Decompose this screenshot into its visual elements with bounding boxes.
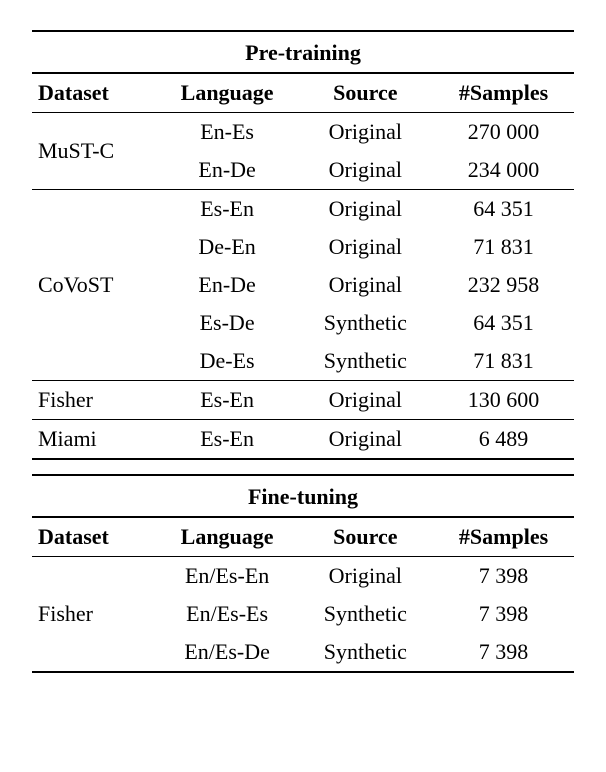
samples-cell: 7 398: [433, 633, 574, 672]
language-cell: Es-De: [157, 304, 298, 342]
table-row: MuST-C En-Es Original 270 000: [32, 113, 574, 152]
header-source: Source: [298, 73, 434, 113]
samples-cell: 64 351: [433, 190, 574, 229]
language-cell: De-Es: [157, 342, 298, 381]
language-cell: Es-En: [157, 381, 298, 420]
dataset-cell-mustc: MuST-C: [32, 113, 157, 190]
source-cell: Original: [298, 190, 434, 229]
source-cell: Synthetic: [298, 595, 434, 633]
header-dataset: Dataset: [32, 73, 157, 113]
samples-cell: 7 398: [433, 595, 574, 633]
language-cell: En-De: [157, 266, 298, 304]
header-samples: #Samples: [433, 73, 574, 113]
dataset-cell-miami: Miami: [32, 420, 157, 460]
samples-cell: 71 831: [433, 228, 574, 266]
header-samples: #Samples: [433, 517, 574, 557]
source-cell: Original: [298, 557, 434, 596]
table-row: Miami Es-En Original 6 489: [32, 420, 574, 460]
section-title-pretraining: Pre-training: [32, 31, 574, 73]
page-container: Pre-training Dataset Language Source #Sa…: [0, 0, 606, 772]
section-title-finetuning: Fine-tuning: [32, 475, 574, 517]
source-cell: Original: [298, 420, 434, 460]
samples-cell: 7 398: [433, 557, 574, 596]
source-cell: Synthetic: [298, 342, 434, 381]
language-cell: En/Es-Es: [157, 595, 298, 633]
table-row: Fisher En/Es-En Original 7 398: [32, 557, 574, 596]
source-cell: Original: [298, 228, 434, 266]
dataset-cell-fisher-ft: Fisher: [32, 557, 157, 673]
samples-cell: 64 351: [433, 304, 574, 342]
source-cell: Original: [298, 151, 434, 190]
header-source: Source: [298, 517, 434, 557]
dataset-cell-fisher: Fisher: [32, 381, 157, 420]
source-cell: Synthetic: [298, 304, 434, 342]
section-title-row: Fine-tuning: [32, 475, 574, 517]
samples-cell: 71 831: [433, 342, 574, 381]
source-cell: Original: [298, 266, 434, 304]
source-cell: Synthetic: [298, 633, 434, 672]
header-row-finetuning: Dataset Language Source #Samples: [32, 517, 574, 557]
header-row-pretraining: Dataset Language Source #Samples: [32, 73, 574, 113]
table-row: CoVoST Es-En Original 64 351: [32, 190, 574, 229]
samples-cell: 234 000: [433, 151, 574, 190]
data-table: Pre-training Dataset Language Source #Sa…: [32, 30, 574, 673]
samples-cell: 6 489: [433, 420, 574, 460]
language-cell: En-Es: [157, 113, 298, 152]
language-cell: Es-En: [157, 420, 298, 460]
language-cell: De-En: [157, 228, 298, 266]
table-row: Fisher Es-En Original 130 600: [32, 381, 574, 420]
source-cell: Original: [298, 381, 434, 420]
language-cell: En/Es-En: [157, 557, 298, 596]
header-dataset: Dataset: [32, 517, 157, 557]
source-cell: Original: [298, 113, 434, 152]
samples-cell: 232 958: [433, 266, 574, 304]
section-title-row: Pre-training: [32, 31, 574, 73]
section-divider: [32, 459, 574, 475]
language-cell: Es-En: [157, 190, 298, 229]
language-cell: En-De: [157, 151, 298, 190]
dataset-cell-covost: CoVoST: [32, 190, 157, 381]
samples-cell: 130 600: [433, 381, 574, 420]
header-language: Language: [157, 73, 298, 113]
language-cell: En/Es-De: [157, 633, 298, 672]
header-language: Language: [157, 517, 298, 557]
samples-cell: 270 000: [433, 113, 574, 152]
